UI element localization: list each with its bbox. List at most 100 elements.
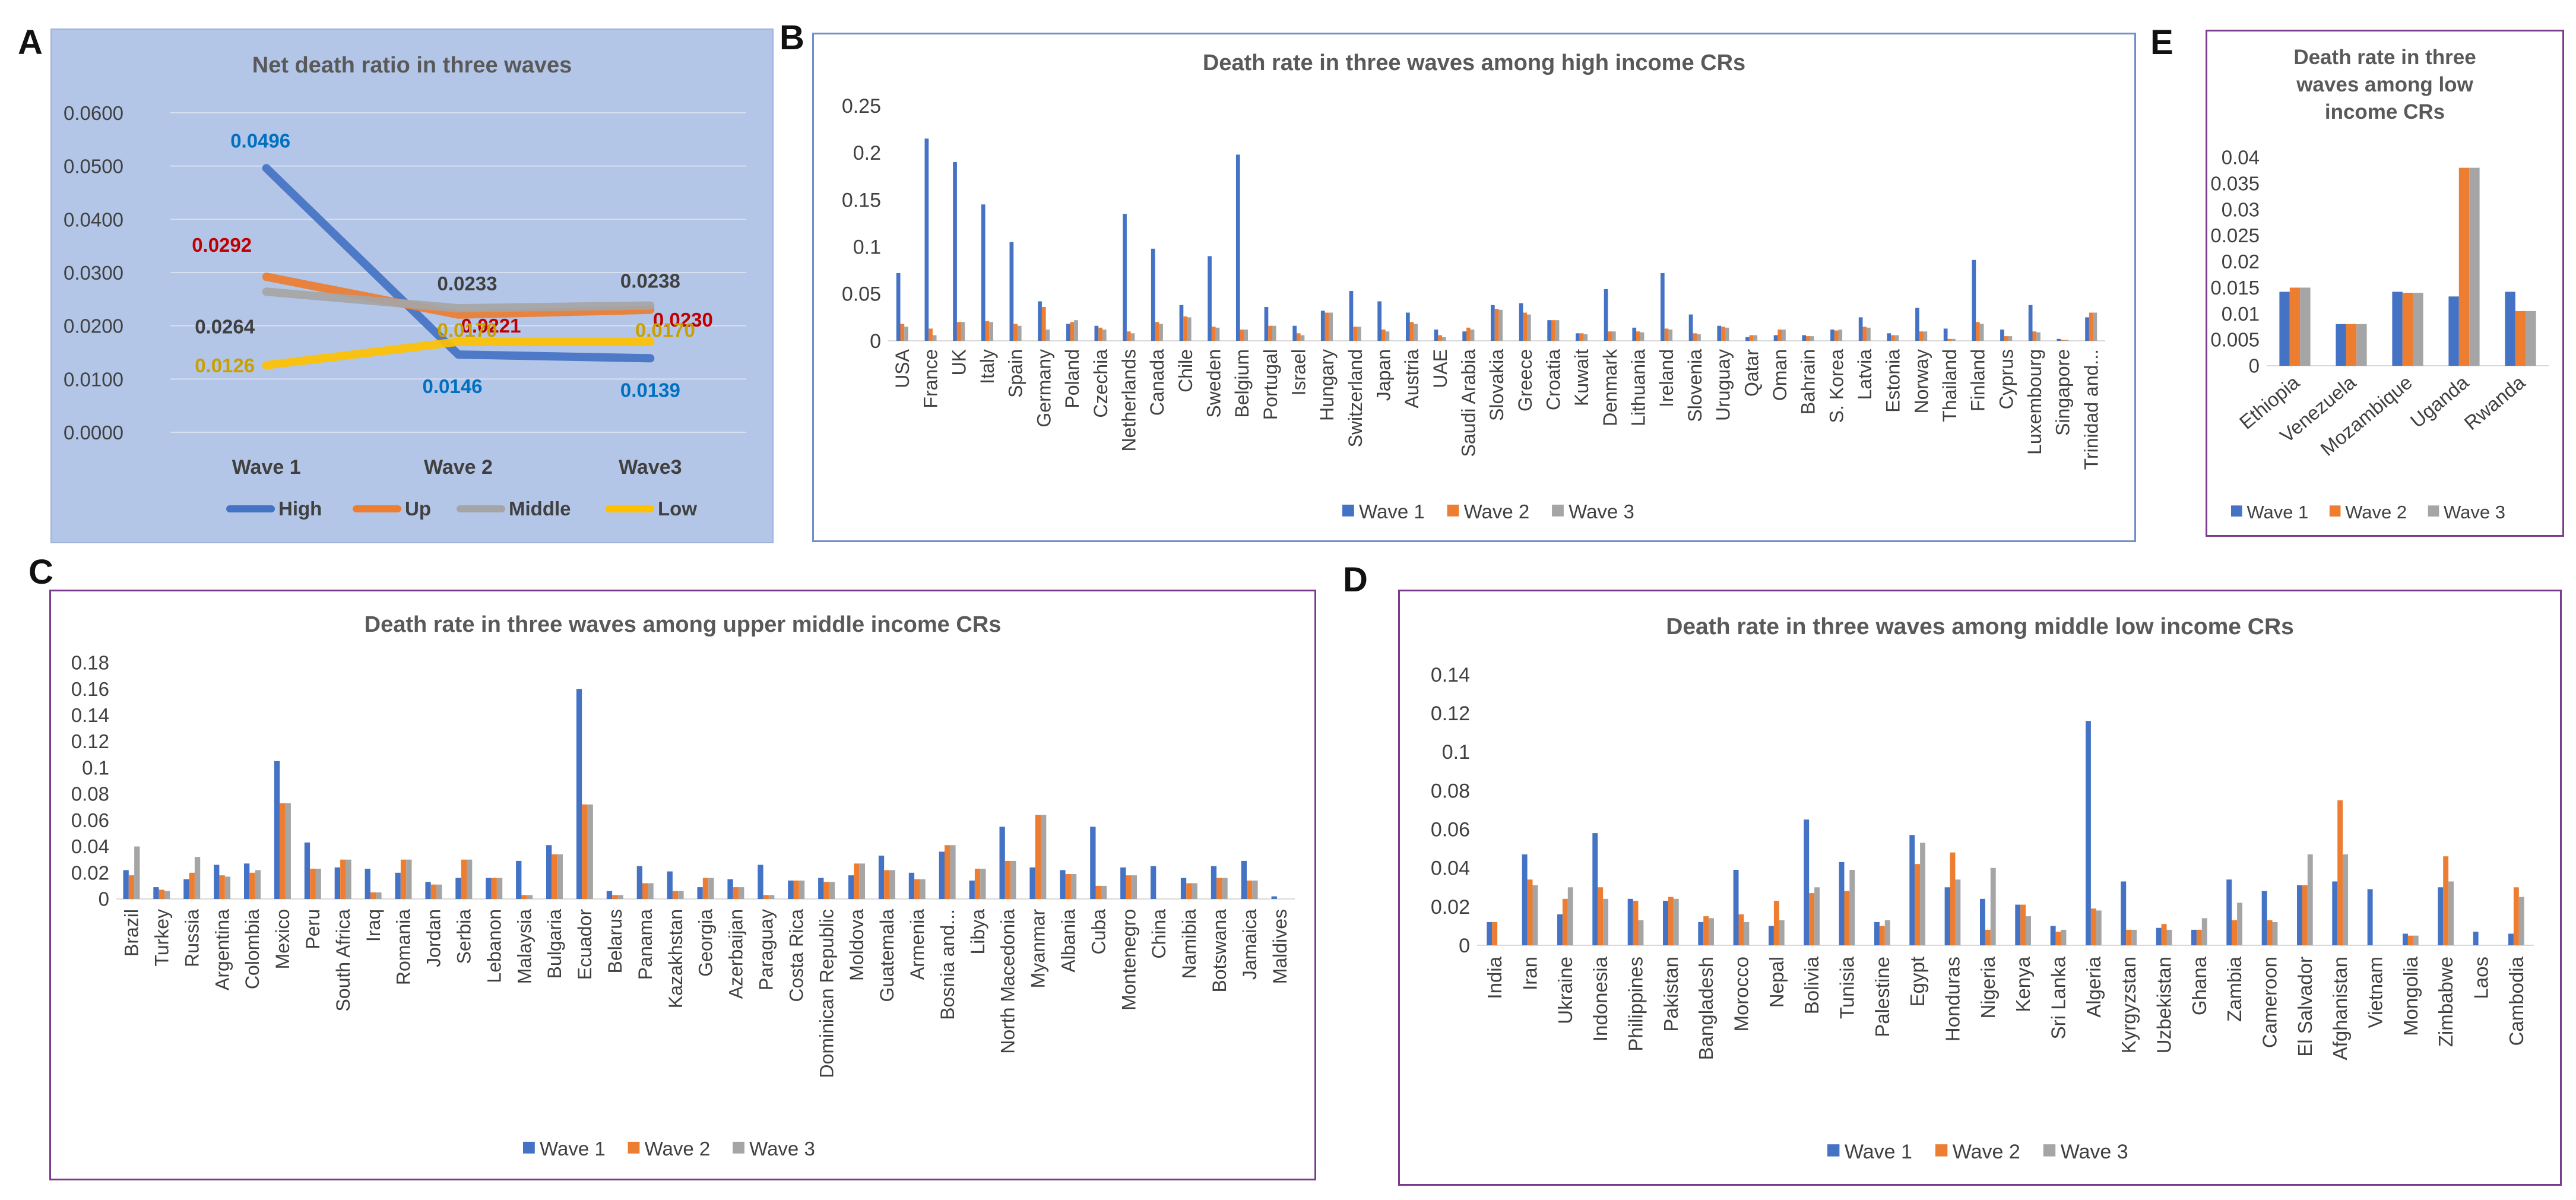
y-tick-label: 0.0300 xyxy=(64,262,123,284)
y-tick-label: 0.0100 xyxy=(64,368,123,390)
bar-wave-2 xyxy=(552,854,557,899)
bar-wave-3 xyxy=(1272,325,1276,341)
bar-wave-2 xyxy=(823,882,829,899)
chart-title-line: Death rate in three xyxy=(2293,46,2476,69)
bar-wave-2 xyxy=(249,872,255,899)
bar-wave-2 xyxy=(400,859,407,899)
data-label: 0.0170 xyxy=(438,319,498,341)
bar-wave-1 xyxy=(2279,292,2290,366)
bar-wave-2 xyxy=(521,895,527,899)
bar-wave-1 xyxy=(2332,881,2338,945)
x-category-label: Qatar xyxy=(1741,349,1762,397)
bar-wave-1 xyxy=(939,851,945,899)
x-category-label: Argentina xyxy=(211,909,233,990)
bar-wave-1 xyxy=(606,891,613,899)
bar-wave-3 xyxy=(224,876,231,899)
bar-wave-3 xyxy=(1045,330,1050,341)
x-category-label: Philippines xyxy=(1625,957,1647,1052)
bar-wave-3 xyxy=(739,887,744,899)
x-category-label: Mexico xyxy=(272,909,293,969)
legend-swatch xyxy=(1552,504,1564,517)
bar-wave-3 xyxy=(1709,918,1714,945)
bar-wave-1 xyxy=(1915,308,1919,341)
bar-wave-1 xyxy=(214,865,220,899)
x-category-label: Malaysia xyxy=(514,909,535,984)
y-tick-label: 0.15 xyxy=(842,189,881,211)
bar-wave-1 xyxy=(2015,904,2021,945)
legend-swatch xyxy=(1447,504,1459,517)
bar-wave-3 xyxy=(2061,929,2067,945)
bar-wave-1 xyxy=(1733,870,1739,945)
y-tick-label: 0.03 xyxy=(2222,198,2260,220)
x-category-label: Jordan xyxy=(423,909,445,967)
bar-wave-1 xyxy=(1604,289,1608,341)
data-label: 0.0146 xyxy=(423,375,483,397)
legend-label: Wave 3 xyxy=(749,1138,815,1160)
bar-wave-3 xyxy=(1187,317,1192,341)
legend-label: Wave 3 xyxy=(2061,1141,2128,1163)
bar-wave-3 xyxy=(1010,860,1016,899)
bar-wave-2 xyxy=(1551,320,1555,341)
bar-wave-2 xyxy=(2337,800,2343,945)
bar-wave-3 xyxy=(376,892,382,899)
bar-wave-3 xyxy=(467,859,473,899)
bar-wave-2 xyxy=(2513,887,2519,945)
bar-wave-1 xyxy=(2050,926,2056,945)
bar-wave-1 xyxy=(788,881,794,899)
y-tick-label: 0.14 xyxy=(71,704,109,726)
bar-wave-2 xyxy=(612,895,618,899)
bar-wave-3 xyxy=(769,895,775,899)
bar-wave-1 xyxy=(1406,312,1410,341)
bar-wave-1 xyxy=(153,887,159,899)
bar-wave-3 xyxy=(436,884,442,899)
bar-wave-3 xyxy=(1955,879,1961,945)
chart-title: Death rate in three waves among middle l… xyxy=(1666,614,2294,639)
bar-wave-2 xyxy=(1636,331,1640,341)
bar-wave-3 xyxy=(829,882,835,899)
x-category-label: Uzbekistan xyxy=(2153,957,2175,1053)
x-category-label: Serbia xyxy=(454,909,475,964)
bar-wave-3 xyxy=(648,883,654,899)
bar-wave-2 xyxy=(2346,324,2357,366)
bar-wave-1 xyxy=(1698,922,1704,945)
bar-wave-2 xyxy=(582,804,588,899)
bar-wave-2 xyxy=(1268,325,1272,341)
bar-wave-1 xyxy=(1773,335,1778,341)
x-category-label: Montenegro xyxy=(1118,909,1139,1011)
bar-wave-2 xyxy=(2032,331,2037,341)
x-category-label: Portugal xyxy=(1260,349,1281,420)
bar-wave-1 xyxy=(486,878,492,899)
bar-wave-3 xyxy=(2026,916,2031,945)
y-tick-label: 0.12 xyxy=(1431,702,1470,725)
bar-wave-2 xyxy=(1844,891,1850,945)
bar-wave-3 xyxy=(1779,920,1785,945)
bar-wave-1 xyxy=(1151,866,1156,899)
legend-label: Wave 2 xyxy=(2345,502,2407,523)
bar-wave-3 xyxy=(496,878,503,899)
bar-wave-3 xyxy=(1130,333,1135,341)
x-category-label: Luxembourg xyxy=(2024,349,2045,455)
y-tick-label: 0.02 xyxy=(71,862,109,884)
bar-wave-1 xyxy=(1264,307,1269,341)
y-tick-label: 0.04 xyxy=(2222,147,2260,169)
chart-title: Net death ratio in three waves xyxy=(252,53,572,78)
x-category-label: Palestine xyxy=(1871,957,1893,1037)
bar-wave-2 xyxy=(1296,333,1301,341)
bar-wave-2 xyxy=(1005,860,1011,899)
bar-wave-1 xyxy=(2367,889,2373,945)
bar-wave-2 xyxy=(219,875,225,899)
x-category-label: Lebanon xyxy=(483,909,505,983)
bar-wave-2 xyxy=(1409,322,1414,341)
bar-wave-3 xyxy=(2201,918,2207,945)
bar-wave-1 xyxy=(1839,862,1845,945)
bar-wave-3 xyxy=(2448,881,2454,945)
legend-label: Low xyxy=(658,498,697,520)
bar-wave-1 xyxy=(1235,154,1240,341)
bar-wave-3 xyxy=(859,863,865,899)
bar-wave-2 xyxy=(1773,901,1779,945)
y-tick-label: 0.06 xyxy=(1431,818,1470,841)
x-category-label: Georgia xyxy=(695,909,717,977)
bar-wave-1 xyxy=(1349,291,1354,341)
x-category-label: Zimbabwe xyxy=(2435,957,2457,1047)
x-category-label: Canada xyxy=(1146,349,1168,416)
